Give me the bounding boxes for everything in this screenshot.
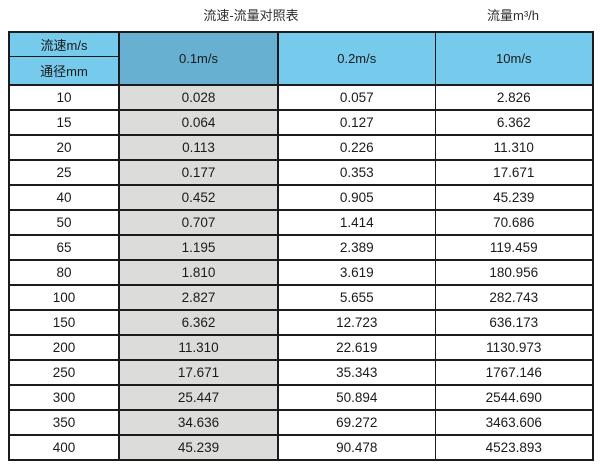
diameter-cell: 200 <box>8 334 120 361</box>
row-header-diameter-label: 通径mm <box>8 56 120 86</box>
flow-value-cell: 0.057 <box>277 84 436 111</box>
flow-value-cell: 119.459 <box>434 234 594 261</box>
flow-value-cell: 0.452 <box>118 184 279 211</box>
flow-value-cell: 3.619 <box>277 259 436 286</box>
title-bar: 流速-流量对照表 流量m³/h <box>0 0 600 30</box>
col-header-velocity-label: 流速m/s <box>8 31 120 57</box>
diameter-cell: 10 <box>8 84 120 111</box>
flow-value-cell: 0.353 <box>277 159 436 186</box>
table-row: 10 0.028 0.057 2.826 <box>8 84 594 111</box>
flow-value-cell: 6.362 <box>434 109 594 136</box>
flow-value-cell: 2.827 <box>118 284 279 311</box>
flow-value-cell: 45.239 <box>434 184 594 211</box>
diameter-cell: 20 <box>8 134 120 161</box>
flow-value-cell: 22.619 <box>277 334 436 361</box>
flow-value-cell: 11.310 <box>118 334 279 361</box>
velocity-header-0.2: 0.2m/s <box>277 31 436 86</box>
flow-value-cell: 11.310 <box>434 134 594 161</box>
flow-value-cell: 636.173 <box>434 309 594 336</box>
flow-value-cell: 282.743 <box>434 284 594 311</box>
table-row: 80 1.810 3.619 180.956 <box>8 259 594 286</box>
flow-value-cell: 12.723 <box>277 309 436 336</box>
flow-value-cell: 2.826 <box>434 84 594 111</box>
flow-value-cell: 1130.973 <box>434 334 594 361</box>
table-body: 10 0.028 0.057 2.826 15 0.064 0.127 6.362 20 0.11… <box>8 84 594 461</box>
flow-value-cell: 1.810 <box>118 259 279 286</box>
flow-value-cell: 0.127 <box>277 109 436 136</box>
table-row: 150 6.362 12.723 636.173 <box>8 309 594 336</box>
table-row: 250 17.671 35.343 1767.146 <box>8 359 594 386</box>
flow-value-cell: 17.671 <box>118 359 279 386</box>
table-row: 350 34.636 69.272 3463.606 <box>8 409 594 436</box>
flow-value-cell: 0.226 <box>277 134 436 161</box>
table-row: 65 1.195 2.389 119.459 <box>8 234 594 261</box>
diameter-cell: 80 <box>8 259 120 286</box>
diameter-cell: 350 <box>8 409 120 436</box>
diameter-cell: 250 <box>8 359 120 386</box>
flow-value-cell: 2544.690 <box>434 384 594 411</box>
flow-unit-label: 流量m³/h <box>486 8 540 23</box>
velocity-header-0.1: 0.1m/s <box>118 31 279 86</box>
flow-value-cell: 0.113 <box>118 134 279 161</box>
flow-value-cell: 0.177 <box>118 159 279 186</box>
flow-conversion-table: 流速m/s 0.1m/s 0.2m/s 10m/s 通径mm 10 0.028 0.… <box>8 31 594 461</box>
table-row: 400 45.239 90.478 4523.893 <box>8 434 594 461</box>
diameter-cell: 150 <box>8 309 120 336</box>
table-row: 25 0.177 0.353 17.671 <box>8 159 594 186</box>
table-row: 15 0.064 0.127 6.362 <box>8 109 594 136</box>
flow-value-cell: 2.389 <box>277 234 436 261</box>
flow-value-cell: 1767.146 <box>434 359 594 386</box>
flow-value-cell: 34.636 <box>118 409 279 436</box>
flow-value-cell: 35.343 <box>277 359 436 386</box>
header-row-bottom: 通径mm <box>8 56 593 86</box>
diameter-cell: 100 <box>8 284 120 311</box>
flow-value-cell: 70.686 <box>434 209 594 236</box>
diameter-cell: 400 <box>8 434 120 461</box>
velocity-header-10: 10m/s <box>434 31 594 86</box>
table-row: 100 2.827 5.655 282.743 <box>8 284 594 311</box>
flow-value-cell: 0.028 <box>118 84 279 111</box>
flow-value-cell: 3463.606 <box>434 409 594 436</box>
flow-value-cell: 1.414 <box>277 209 436 236</box>
flow-value-cell: 6.362 <box>118 309 279 336</box>
diameter-cell: 40 <box>8 184 120 211</box>
flow-value-cell: 1.195 <box>118 234 279 261</box>
flow-value-cell: 45.239 <box>118 434 279 461</box>
flow-value-cell: 180.956 <box>434 259 594 286</box>
diameter-cell: 50 <box>8 209 120 236</box>
table-row: 20 0.113 0.226 11.310 <box>8 134 594 161</box>
flow-value-cell: 69.272 <box>277 409 436 436</box>
table-row: 300 25.447 50.894 2544.690 <box>8 384 594 411</box>
flow-value-cell: 50.894 <box>277 384 436 411</box>
flow-value-cell: 17.671 <box>434 159 594 186</box>
header-row-top: 流速m/s 0.1m/s 0.2m/s 10m/s <box>8 31 594 86</box>
table-title: 流速-流量对照表 <box>203 8 299 23</box>
diameter-cell: 15 <box>8 109 120 136</box>
flow-value-cell: 4523.893 <box>434 434 594 461</box>
table-row: 200 11.310 22.619 1130.973 <box>8 334 594 361</box>
flow-value-cell: 0.064 <box>118 109 279 136</box>
diameter-cell: 65 <box>8 234 120 261</box>
diameter-cell: 300 <box>8 384 120 411</box>
flow-value-cell: 0.905 <box>277 184 436 211</box>
flow-value-cell: 25.447 <box>118 384 279 411</box>
flow-value-cell: 0.707 <box>118 209 279 236</box>
table-header: 流速m/s 0.1m/s 0.2m/s 10m/s 通径mm <box>8 31 594 86</box>
flow-value-cell: 90.478 <box>277 434 436 461</box>
diameter-cell: 25 <box>8 159 120 186</box>
table-row: 40 0.452 0.905 45.239 <box>8 184 594 211</box>
table-row: 50 0.707 1.414 70.686 <box>8 209 594 236</box>
flow-value-cell: 5.655 <box>277 284 436 311</box>
